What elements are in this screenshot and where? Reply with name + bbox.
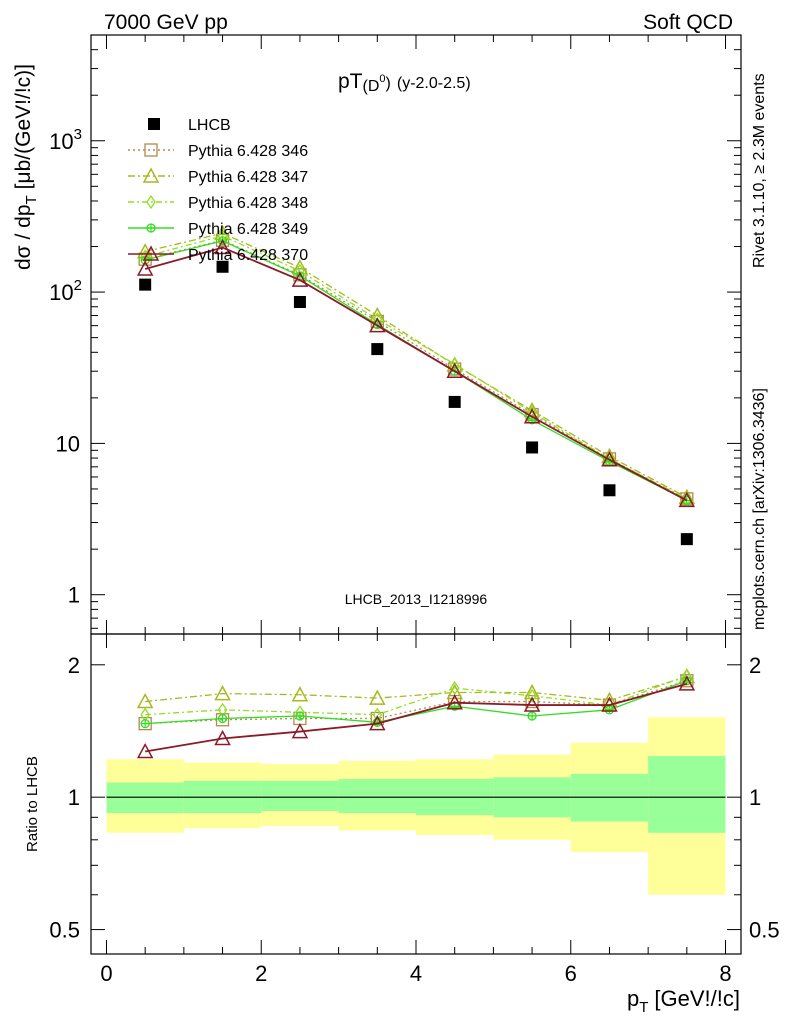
data-point bbox=[139, 278, 152, 291]
series-point bbox=[136, 260, 154, 276]
x-tick-label: 0 bbox=[100, 961, 112, 986]
ratio-series-point bbox=[678, 675, 696, 691]
ratio-plot: 0 2 4 6 8 0.5 0.5 1 1 2 2 bbox=[49, 633, 780, 986]
plot-title: pT(D0) (y-2.0-2.5) bbox=[338, 70, 471, 95]
ratio-series-point bbox=[446, 694, 463, 710]
series-point bbox=[214, 238, 231, 255]
analysis-watermark: LHCB_2013_I1218996 bbox=[345, 591, 488, 607]
ratio-series-point bbox=[601, 696, 618, 712]
series-point bbox=[369, 317, 386, 333]
series-line bbox=[145, 239, 688, 500]
y-tick-label: 102 bbox=[49, 277, 82, 305]
ratio-series-point bbox=[214, 685, 231, 701]
ratio-series-point bbox=[140, 718, 150, 729]
ratio-series-point bbox=[369, 715, 386, 731]
ratio-series-line bbox=[145, 680, 688, 725]
data-point bbox=[448, 395, 461, 408]
bottom-frame bbox=[90, 633, 742, 955]
legend-marker bbox=[142, 167, 160, 183]
x-tick-label: 8 bbox=[719, 961, 731, 986]
legend-marker bbox=[146, 194, 156, 210]
uncertainty-band-inner bbox=[261, 780, 339, 812]
data-point bbox=[216, 260, 229, 273]
series-point bbox=[601, 451, 618, 467]
legend: LHCB Pythia 6.428 346 Pythia 6.428 347 Pyth… bbox=[128, 117, 308, 264]
ratio-series-point bbox=[291, 722, 309, 739]
y-axis-label: dσ / dpT[μb/(GeV!/!c)] bbox=[12, 64, 40, 270]
ratio-series-point bbox=[527, 688, 537, 704]
legend-label: Pythia 6.428 346 bbox=[188, 143, 308, 160]
ratio-y-tick-label-right: 2 bbox=[749, 653, 761, 678]
series-point bbox=[678, 491, 696, 508]
series-point bbox=[446, 362, 463, 378]
rivet-label: Rivet 3.1.10, ≥ 2.3M events bbox=[751, 73, 768, 268]
ratio-series-point bbox=[446, 683, 463, 700]
ratio-series-line bbox=[145, 682, 688, 753]
series-line bbox=[145, 235, 688, 500]
ratio-y-tick-label-right: 0.5 bbox=[749, 918, 780, 943]
series-line bbox=[145, 232, 688, 498]
x-tick-label: 4 bbox=[410, 961, 422, 986]
ratio-series-point bbox=[527, 711, 537, 721]
ratio-axis-label: Ratio to LHCB bbox=[24, 756, 41, 852]
legend-marker-data bbox=[148, 118, 160, 130]
legend-label: Pythia 6.428 348 bbox=[188, 195, 308, 212]
data-point bbox=[603, 484, 616, 497]
uncertainty-band-inner bbox=[106, 782, 184, 814]
ratio-series-point bbox=[604, 705, 615, 715]
ratio-series-point bbox=[369, 689, 386, 705]
ratio-series-point bbox=[525, 694, 539, 709]
data-point bbox=[371, 343, 384, 356]
series-point bbox=[523, 408, 541, 424]
uncertainty-band-inner bbox=[648, 756, 726, 833]
ratio-series-point bbox=[523, 696, 541, 712]
x-tick-label: 2 bbox=[255, 961, 267, 986]
ratio-series-line bbox=[145, 680, 688, 725]
ratio-series-point bbox=[295, 711, 305, 721]
data-point bbox=[293, 295, 306, 308]
legend-label-data: LHCB bbox=[188, 117, 231, 134]
ratio-series-point bbox=[136, 692, 154, 709]
data-point bbox=[526, 441, 539, 454]
legend-marker bbox=[146, 223, 156, 233]
series-point bbox=[138, 252, 152, 266]
ratio-y-tick-label-left: 0.5 bbox=[49, 918, 80, 943]
ratio-series-point bbox=[136, 742, 154, 759]
ratio-series-point bbox=[291, 686, 309, 702]
ratio-series-line bbox=[145, 675, 688, 703]
uncertainty-band-inner bbox=[338, 778, 416, 814]
ratio-y-tick-label-left: 2 bbox=[68, 653, 80, 678]
legend-marker bbox=[142, 245, 160, 261]
header-right: Soft QCD bbox=[643, 11, 733, 34]
y-tick-label: 10 bbox=[56, 431, 80, 456]
legend-label: Pythia 6.428 370 bbox=[188, 247, 308, 264]
ratio-series-point bbox=[217, 713, 228, 724]
series-point bbox=[215, 233, 230, 247]
legend-label: Pythia 6.428 347 bbox=[188, 169, 308, 186]
legend-marker bbox=[144, 143, 158, 157]
y-tick-label: 1 bbox=[68, 583, 80, 608]
ratio-y-tick-label-left: 1 bbox=[68, 785, 80, 810]
ratio-series-point bbox=[214, 729, 231, 746]
series-point bbox=[291, 271, 309, 287]
header-left: 7000 GeV pp bbox=[104, 11, 228, 34]
mcplots-label: mcplots.cern.ch [arXiv:1306.3436] bbox=[751, 388, 768, 630]
x-tick-label: 6 bbox=[565, 961, 577, 986]
x-axis-label: pT [GeV!/!c] bbox=[627, 986, 740, 1016]
ratio-y-tick-label-right: 1 bbox=[749, 785, 761, 810]
series-line bbox=[144, 246, 688, 502]
legend-label: Pythia 6.428 349 bbox=[188, 221, 308, 238]
main-plot: 1 10 102 103 bbox=[49, 34, 742, 954]
y-tick-label: 103 bbox=[49, 126, 82, 154]
ratio-series-point bbox=[215, 713, 230, 727]
data-point bbox=[680, 533, 693, 546]
